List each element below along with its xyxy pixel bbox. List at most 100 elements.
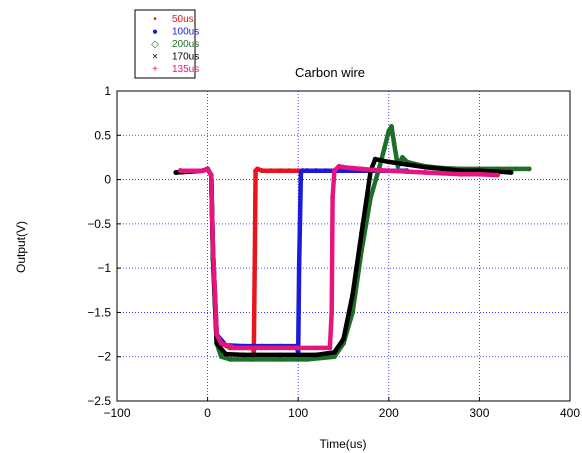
plot-frame [116, 90, 571, 402]
legend-marker: • [153, 14, 157, 25]
data-point-50us [277, 168, 283, 174]
plot-background [117, 91, 570, 401]
data-point-100us [300, 168, 306, 174]
plot-area [116, 90, 571, 402]
data-point-170us [214, 341, 220, 346]
legend-label: 50us [172, 14, 194, 25]
data-point-200us [389, 124, 394, 129]
data-point-135us [330, 194, 335, 200]
legend-label: 135us [172, 64, 199, 75]
data-point-170us [372, 156, 378, 162]
x-tick-label: 400 [560, 406, 580, 420]
data-point-135us [359, 166, 364, 172]
data-point-170us [332, 349, 337, 355]
data-point-135us [200, 168, 206, 174]
y-tick-label: −2 [97, 350, 111, 364]
data-point-135us [332, 168, 337, 174]
data-point-200us [332, 354, 337, 360]
data-point-200us [377, 163, 383, 169]
data-point-170us [422, 164, 428, 170]
legend-marker: ◇ [151, 39, 159, 50]
data-point-170us [386, 159, 392, 165]
data-point-200us [400, 155, 405, 160]
data-point-170us [477, 168, 482, 174]
y-tick-label: −2.5 [87, 394, 111, 408]
data-point-50us [259, 168, 265, 174]
legend-label: 170us [172, 52, 199, 63]
data-point-50us [255, 166, 260, 172]
data-point-200us [386, 128, 392, 134]
y-axis-label: Output(V) [14, 221, 28, 273]
data-point-200us [277, 357, 283, 362]
data-point-200us [368, 194, 374, 200]
chart-title: Carbon wire [295, 65, 365, 80]
data-point-135us [286, 345, 292, 351]
data-point-170us [359, 230, 364, 236]
data-point-135us [218, 341, 224, 346]
legend-marker: + [152, 64, 158, 75]
data-point-135us [350, 165, 355, 171]
y-tick-label: 0 [104, 173, 111, 187]
data-point-170us [350, 292, 355, 298]
data-point-135us [440, 171, 446, 176]
data-point-200us [250, 357, 256, 362]
data-point-200us [227, 357, 233, 362]
series-layer [173, 124, 532, 362]
data-point-170us [404, 162, 410, 167]
data-point-200us [304, 357, 310, 362]
legend-label: 100us [172, 27, 199, 38]
y-tick-label: −1.5 [87, 305, 111, 319]
legend-label: 200us [172, 39, 199, 50]
data-point-200us [526, 166, 532, 172]
data-point-50us [252, 265, 258, 271]
data-point-135us [178, 168, 183, 174]
legend-marker: ● [152, 27, 158, 38]
x-tick-label: 100 [288, 406, 308, 420]
data-point-200us [391, 141, 397, 147]
y-axis-ticks: 1 0.5 0 −0.5 −1 −1.5 −2 −2.5 [87, 84, 121, 408]
data-point-135us [259, 345, 265, 351]
data-point-170us [508, 170, 514, 175]
data-point-100us [313, 168, 319, 174]
data-point-170us [377, 157, 383, 163]
data-point-170us [241, 352, 247, 358]
x-tick-label: −100 [103, 406, 130, 420]
data-point-200us [513, 166, 518, 172]
data-point-135us [495, 172, 500, 178]
data-point-135us [336, 163, 342, 169]
data-point-135us [458, 171, 464, 177]
y-tick-label: −1 [97, 261, 111, 275]
data-point-50us [286, 168, 292, 174]
data-point-135us [232, 345, 238, 351]
x-tick-label: 0 [204, 406, 211, 420]
data-point-200us [381, 146, 387, 152]
data-point-200us [218, 354, 224, 360]
data-point-135us [329, 310, 335, 315]
data-point-135us [208, 172, 214, 178]
y-tick-label: 1 [104, 84, 111, 98]
series-135us [178, 163, 500, 351]
data-point-135us [368, 167, 374, 173]
data-point-100us [304, 168, 310, 174]
x-tick-label: 200 [379, 406, 399, 420]
legend-marker: × [152, 52, 158, 63]
data-point-170us [173, 170, 179, 175]
legend-box [134, 9, 196, 79]
y-tick-label: 0.5 [94, 128, 111, 142]
x-tick-label: 300 [469, 406, 489, 420]
legend: • 50us ● 100us ◇ 200us × 170us + 135us [134, 9, 199, 79]
y-tick-label: −0.5 [87, 217, 111, 231]
data-point-135us [341, 164, 346, 170]
data-point-135us [422, 170, 428, 175]
x-axis-label: Time(us) [320, 437, 367, 451]
data-point-135us [404, 169, 410, 175]
data-point-50us [268, 168, 274, 174]
data-point-170us [223, 351, 229, 357]
data-point-135us [477, 171, 482, 177]
data-point-170us [313, 352, 319, 358]
data-point-135us [205, 166, 211, 172]
data-point-135us [386, 168, 392, 174]
data-point-135us [327, 345, 333, 351]
data-point-170us [458, 168, 464, 174]
